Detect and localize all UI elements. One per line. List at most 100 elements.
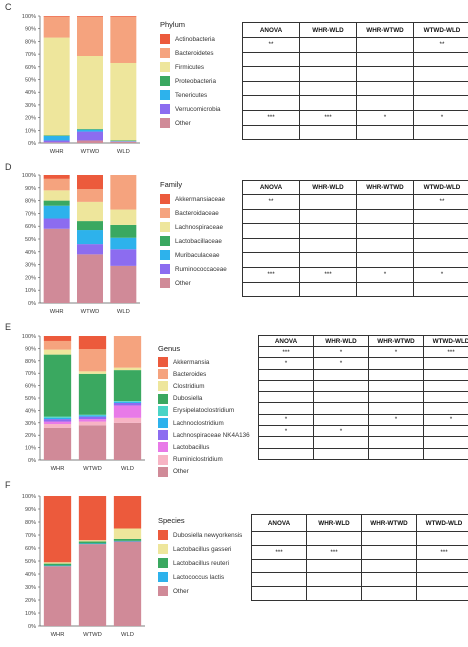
- legend-label: Firmicutes: [175, 63, 205, 71]
- table-cell: **: [413, 37, 468, 53]
- y-tick-label: 80%: [25, 39, 36, 45]
- table-cell: [361, 572, 417, 588]
- table-cell: [356, 281, 414, 298]
- table-cell: [251, 558, 307, 574]
- table-header-wtwd-wld: WTWD-WLD: [413, 22, 468, 38]
- table-cell: [423, 447, 468, 460]
- table-cell: [356, 237, 414, 254]
- y-tick-label: 60%: [25, 65, 36, 71]
- legend-swatch: [160, 62, 170, 72]
- table-cell: [356, 80, 414, 97]
- legend-item: Bacteroides: [158, 368, 250, 380]
- bar-segment-lachnospiraceae-nk4a136: [78, 416, 107, 420]
- table-cell: [299, 252, 357, 268]
- legend-label: Lactobacillus: [173, 443, 210, 451]
- table-cell: *: [368, 345, 424, 359]
- legend-label: Actinobacteria: [175, 35, 215, 43]
- table-cell: [299, 281, 357, 298]
- bar-segment-ruminococcaceae: [43, 218, 70, 229]
- legend-swatch: [160, 90, 170, 100]
- y-tick-label: 80%: [25, 520, 36, 526]
- table-row: [242, 124, 468, 141]
- legend-swatch: [158, 418, 168, 429]
- table-cell: [251, 531, 307, 546]
- y-tick-label: 20%: [25, 598, 36, 604]
- legend-label: Other: [173, 587, 189, 595]
- table-cell: **: [413, 194, 468, 210]
- table-row: *** *** ***: [251, 544, 468, 560]
- legend-item: Clostridium: [158, 380, 250, 392]
- legend-item: Erysipelatoclostridium: [158, 405, 250, 417]
- bar-segment-actinobacteria: [43, 16, 70, 17]
- legend-label: Other: [175, 279, 191, 287]
- bar-segment-bacteroidaceae: [77, 189, 103, 202]
- bar-segment-lactobacillaceae: [77, 221, 103, 231]
- table-cell: [313, 368, 369, 381]
- panel-letter: F: [5, 480, 11, 490]
- bar-segment-dubosiella: [113, 370, 142, 402]
- y-tick-label: 30%: [25, 585, 36, 591]
- bar-segment-clostridium: [43, 349, 72, 355]
- legend-swatch: [158, 393, 168, 404]
- table-cell: [416, 572, 468, 588]
- bar-segment-bacteroides: [78, 349, 107, 372]
- table-cell: [361, 531, 417, 546]
- legend-item: Tenericutes: [160, 88, 221, 102]
- legend-label: Tenericutes: [175, 91, 208, 99]
- y-tick-label: 40%: [25, 408, 36, 414]
- bar-segment-lachnospiraceae-nk4a136: [43, 419, 72, 422]
- bar-segment-bacteroidetes: [43, 16, 70, 38]
- bar-segment-other: [78, 544, 107, 626]
- table-header-anova: ANOVA: [251, 514, 307, 532]
- table-cell: *: [368, 413, 424, 427]
- y-tick-label: 80%: [25, 199, 36, 205]
- legend-item: Other: [160, 116, 221, 130]
- table-cell: [306, 572, 362, 588]
- bar-segment-ruminiclostridium: [78, 421, 107, 426]
- y-tick-label: 60%: [25, 224, 36, 230]
- table-cell: [242, 124, 300, 141]
- legend-label: Verrucomicrobia: [175, 105, 221, 113]
- table-cell: [356, 252, 414, 268]
- table-row: [251, 572, 468, 588]
- legend-swatch: [158, 466, 168, 477]
- table-cell: [242, 281, 300, 298]
- bar-segment-ruminococcaceae: [77, 244, 103, 255]
- legend-swatch: [160, 48, 170, 58]
- y-tick-label: 100%: [22, 334, 36, 340]
- bar-segment-muribaculaceae: [110, 237, 137, 250]
- bar-segment-lachnospiraceae: [43, 190, 70, 201]
- table-cell: [299, 95, 357, 111]
- table-cell: [413, 281, 468, 298]
- table-row: ********: [258, 345, 468, 359]
- bar-segment-akkermansiaceae: [77, 175, 103, 190]
- legend-item: Lachnoclostridium: [158, 417, 250, 429]
- table-row: [258, 379, 468, 393]
- y-tick-label: 100%: [22, 494, 36, 500]
- bar-segment-clostridium: [113, 367, 142, 371]
- table-cell: [251, 586, 307, 601]
- legend-label: Akkermansiaceae: [175, 195, 226, 203]
- table-cell: [356, 95, 414, 111]
- legend-swatch: [160, 34, 170, 44]
- y-tick-label: 90%: [25, 507, 36, 513]
- bar-segment-lactobacillaceae: [110, 224, 137, 238]
- bar-segment-bacteroidetes: [110, 16, 137, 63]
- legend-title: Genus: [158, 344, 181, 353]
- table-cell: [423, 357, 468, 370]
- y-tick-label: 20%: [25, 433, 36, 439]
- table-cell: [242, 66, 300, 82]
- table-row: [242, 95, 468, 111]
- bar-segment-verrucomicrobia: [43, 140, 70, 143]
- table-cell: *: [356, 266, 414, 283]
- table-cell: [356, 37, 414, 53]
- bar-segment-other: [110, 265, 137, 303]
- y-tick-label: 10%: [25, 128, 36, 134]
- bar-segment-ruminiclostridium: [113, 417, 142, 423]
- table-header-whr-wtwd: WHR-WTWD: [368, 335, 424, 347]
- table-header-whr-wld: WHR-WLD: [299, 180, 357, 195]
- table-cell: [258, 379, 314, 393]
- y-tick-label: 60%: [25, 546, 36, 552]
- table-cell: [423, 436, 468, 449]
- table-cell: ***: [416, 544, 468, 560]
